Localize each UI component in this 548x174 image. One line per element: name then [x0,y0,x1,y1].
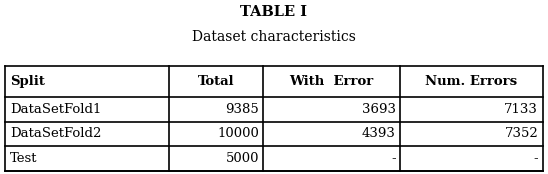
Text: 7352: 7352 [504,128,538,140]
Text: 7133: 7133 [504,103,538,116]
Text: 10000: 10000 [217,128,259,140]
Text: Total: Total [198,75,235,88]
Text: -: - [391,152,396,165]
Text: -: - [534,152,538,165]
Text: Dataset characteristics: Dataset characteristics [192,30,356,44]
Text: Split: Split [10,75,45,88]
Text: 9385: 9385 [225,103,259,116]
Text: 3693: 3693 [362,103,396,116]
Text: DataSetFold1: DataSetFold1 [10,103,101,116]
Text: Test: Test [10,152,37,165]
Text: 5000: 5000 [225,152,259,165]
Text: TABLE I: TABLE I [241,5,307,19]
Text: Num. Errors: Num. Errors [425,75,517,88]
Text: DataSetFold2: DataSetFold2 [10,128,101,140]
Text: 4393: 4393 [362,128,396,140]
Text: With  Error: With Error [289,75,374,88]
